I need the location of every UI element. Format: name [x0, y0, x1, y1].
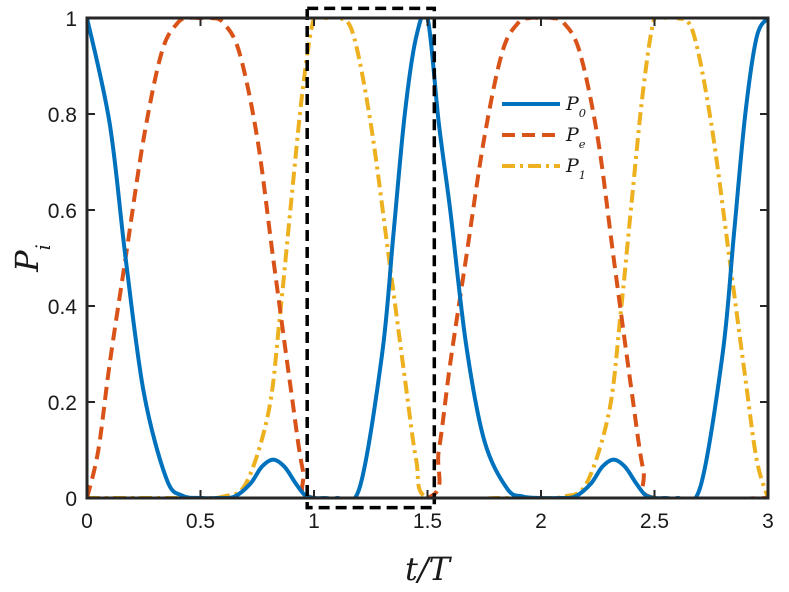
series-line-p0: [87, 18, 768, 498]
axes-layer: 0 0.5 1 1.5 2 2.5 3 0 0.2 0.4 0.6 0.8 1 t/T Pi: [8, 8, 774, 588]
x-axis-title: t/T: [405, 550, 453, 588]
x-tick-label: 3: [762, 510, 774, 533]
y-tick-label: 0.6: [48, 200, 77, 223]
y-tick-label: 0.2: [48, 392, 77, 415]
legend-label-p0: P0: [565, 93, 586, 120]
y-axis-title: Pi: [8, 244, 55, 273]
x-tick-label: 2: [535, 510, 547, 533]
legend-label-pe: Pe: [565, 124, 586, 151]
y-tick-label: 0: [65, 488, 77, 511]
x-tick-label: 1.5: [413, 510, 442, 533]
x-tick-label: 2.5: [640, 510, 669, 533]
y-tick-label: 1: [65, 8, 77, 31]
legend-label-p1: P1: [565, 155, 586, 182]
x-tick-label: 0.5: [186, 510, 215, 533]
y-tick-label: 0.4: [48, 296, 78, 319]
x-tick-label: 1: [308, 510, 320, 533]
annotation-dashed-box: [305, 6, 437, 510]
y-tick-label: 0.8: [48, 104, 77, 127]
x-tick-label: 0: [81, 510, 93, 533]
legend: P0 Pe P1: [502, 93, 586, 182]
